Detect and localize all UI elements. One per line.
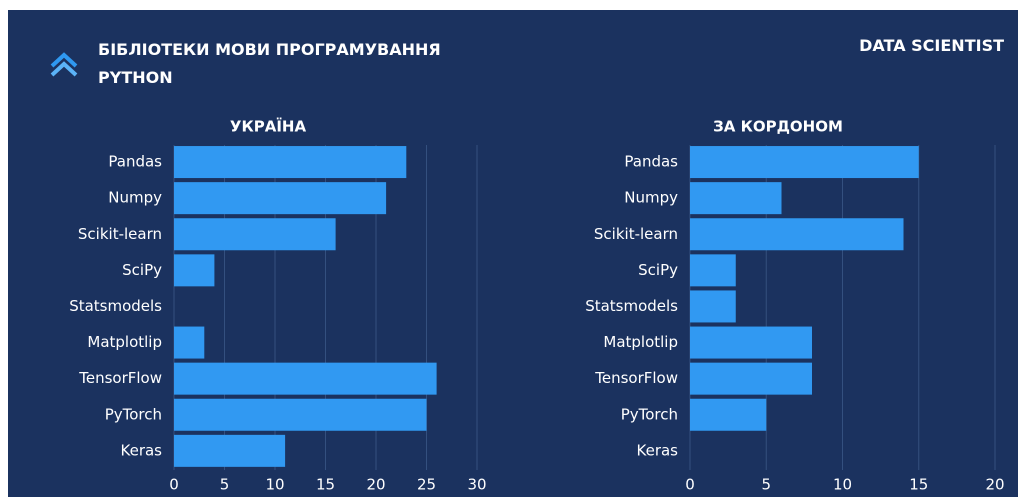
page-tag: DATA SCIENTIST (859, 36, 1004, 55)
bar (174, 362, 437, 395)
y-tick-label: Statsmodels (585, 297, 678, 315)
chart-title: УКРАЇНА (230, 117, 307, 136)
x-tick-label: 15 (909, 476, 928, 494)
y-tick-label: TensorFlow (594, 369, 678, 387)
y-tick-label: Matplotlip (87, 333, 162, 351)
bar (690, 290, 736, 323)
bar (174, 326, 205, 359)
y-tick-label: PyTorch (621, 405, 678, 423)
bar (690, 182, 782, 215)
logo (50, 52, 78, 77)
y-tick-label: Numpy (108, 189, 162, 207)
bar (690, 146, 919, 179)
x-tick-label: 5 (220, 476, 230, 494)
bar (174, 182, 387, 215)
x-tick-label: 15 (316, 476, 335, 494)
y-tick-label: SciPy (122, 261, 162, 279)
x-tick-label: 10 (833, 476, 852, 494)
y-tick-label: PyTorch (105, 405, 162, 423)
bar (174, 254, 215, 287)
x-tick-label: 0 (169, 476, 179, 494)
x-tick-label: 25 (417, 476, 436, 494)
chart-title: ЗА КОРДОНОМ (713, 118, 843, 136)
y-tick-label: Pandas (624, 153, 678, 171)
bar (690, 218, 904, 251)
y-tick-label: Scikit-learn (594, 225, 678, 243)
bar (174, 218, 336, 251)
y-tick-label: Matplotlip (603, 333, 678, 351)
x-tick-label: 20 (985, 476, 1004, 494)
y-tick-label: SciPy (638, 261, 678, 279)
page-title: БІБЛІОТЕКИ МОВИ ПРОГРАМУВАННЯ PYTHON (98, 40, 441, 87)
y-tick-label: Scikit-learn (78, 225, 162, 243)
y-tick-label: Numpy (624, 189, 678, 207)
y-tick-label: Keras (121, 441, 163, 459)
bar (174, 398, 427, 431)
x-tick-label: 5 (761, 476, 771, 494)
bar (690, 362, 812, 395)
y-tick-label: Pandas (108, 153, 162, 171)
bar (690, 254, 736, 287)
bar (174, 146, 407, 179)
x-tick-label: 20 (366, 476, 385, 494)
bar (690, 326, 812, 359)
x-tick-label: 0 (685, 476, 695, 494)
y-tick-label: Keras (637, 441, 679, 459)
bar (690, 398, 767, 431)
x-tick-label: 30 (467, 476, 486, 494)
bar (174, 434, 286, 467)
x-tick-label: 10 (265, 476, 284, 494)
y-tick-label: TensorFlow (78, 369, 162, 387)
y-tick-label: Statsmodels (69, 297, 162, 315)
